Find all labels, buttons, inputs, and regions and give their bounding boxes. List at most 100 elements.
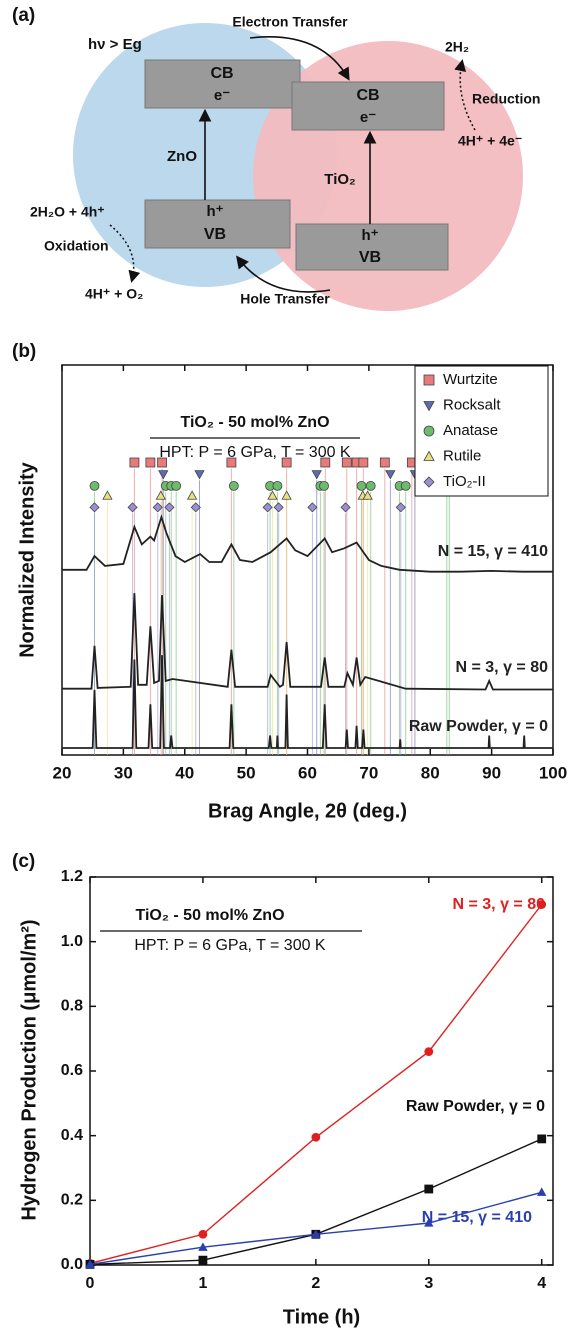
marker (281, 457, 292, 468)
marker (267, 490, 278, 500)
marker (307, 502, 318, 513)
marker (281, 490, 292, 500)
legend-label: Rutile (443, 447, 481, 464)
electron: e⁻ (360, 109, 376, 126)
marker (320, 457, 331, 468)
diagram: (a) hν > Eg Electron Transfer Hole Trans… (12, 5, 540, 311)
marker (362, 490, 373, 500)
x-tick-label: 70 (359, 763, 378, 782)
reactants: 2H₂O + 4h⁺ (30, 204, 105, 220)
annotation: TiO₂ - 50 mol% ZnO (135, 907, 284, 924)
marker (89, 480, 100, 491)
marker (272, 480, 283, 491)
x-tick-label: 0 (86, 1275, 95, 1292)
marker (365, 480, 376, 491)
marker (340, 502, 351, 513)
x-tick-label: 50 (237, 763, 256, 782)
panel-label: (c) (12, 851, 35, 872)
marker (198, 1255, 208, 1265)
y-tick-label: 0.8 (61, 998, 83, 1015)
marker (155, 490, 166, 500)
marker (85, 1259, 95, 1268)
material-label: TiO₂ (324, 171, 355, 188)
marker (164, 502, 175, 513)
marker (226, 457, 237, 468)
band-label: VB (359, 249, 381, 266)
electron: e⁻ (214, 87, 230, 104)
x-tick-label: 30 (114, 763, 133, 782)
band-label: CB (210, 65, 233, 82)
tio2-cb (291, 81, 445, 131)
marker (395, 502, 406, 513)
condition: hν > Eg (88, 36, 142, 53)
zno-vb (144, 199, 291, 249)
reduction-arrow (454, 59, 476, 131)
marker (190, 502, 201, 513)
y-tick-label: 0.0 (61, 1256, 83, 1273)
marker (157, 457, 167, 468)
marker (186, 490, 198, 500)
x-axis-label: Brag Angle, 2θ (deg.) (208, 800, 407, 822)
reaction-label: Reduction (472, 91, 540, 107)
zno-cb (144, 59, 301, 109)
hole: h⁺ (361, 227, 378, 244)
marker (356, 480, 367, 491)
marker (129, 457, 140, 468)
marker (311, 1132, 321, 1142)
marker (152, 502, 163, 513)
marker (127, 502, 138, 513)
marker (537, 1134, 547, 1144)
y-axis-label: Normalized Intensity (16, 461, 38, 657)
marker (379, 457, 390, 468)
hole: h⁺ (206, 203, 223, 220)
marker (319, 480, 329, 491)
marker (537, 1187, 547, 1196)
reactants: 4H⁺ + 4e⁻ (458, 133, 522, 149)
marker (424, 1184, 434, 1194)
product: 2H₂ (445, 39, 469, 55)
series-label: Raw Powder, γ = 0 (406, 1098, 545, 1115)
band-label: CB (356, 87, 379, 104)
series-line (62, 655, 553, 749)
marker (341, 457, 352, 468)
marker (400, 480, 411, 491)
panel-label: (a) (12, 5, 35, 26)
y-tick-label: 1.2 (61, 868, 83, 885)
reaction-label: Oxidation (44, 238, 109, 254)
marker (537, 900, 547, 909)
x-tick-label: 3 (424, 1275, 433, 1292)
series-line (89, 1191, 542, 1266)
marker (228, 480, 239, 491)
marker (262, 502, 273, 513)
x-tick-label: 4 (537, 1275, 546, 1292)
x-tick-label: 100 (539, 763, 567, 782)
legend-label: Wurtzite (443, 371, 498, 388)
series-label: N = 3, γ = 80 (452, 896, 545, 913)
series-line (62, 593, 553, 691)
marker (102, 490, 113, 500)
series-label: Raw Powder, γ = 0 (409, 718, 548, 735)
material-label: ZnO (167, 148, 197, 165)
legend-marker (423, 374, 435, 386)
marker (358, 457, 369, 468)
series-label: N = 15, γ = 410 (422, 1209, 532, 1226)
marker (198, 1242, 208, 1251)
legend-label: Anatase (443, 422, 498, 439)
legend-label: TiO₂-II (443, 473, 486, 490)
legend-marker (423, 401, 435, 412)
x-tick-label: 90 (482, 763, 501, 782)
x-tick-label: 40 (175, 763, 194, 782)
series-label: N = 3, γ = 80 (455, 659, 548, 676)
marker (171, 480, 182, 491)
y-tick-label: 0.6 (61, 1062, 83, 1079)
electron-arrow (249, 36, 350, 81)
y-axis-label: Hydrogen Production (μmol/m²) (18, 919, 40, 1220)
x-tick-label: 2 (311, 1275, 320, 1292)
legend-label: Rocksalt (443, 396, 501, 413)
marker (385, 470, 396, 480)
product: 4H⁺ + O₂ (85, 286, 143, 302)
y-tick-label: 1.0 (61, 933, 83, 950)
marker (194, 470, 205, 480)
